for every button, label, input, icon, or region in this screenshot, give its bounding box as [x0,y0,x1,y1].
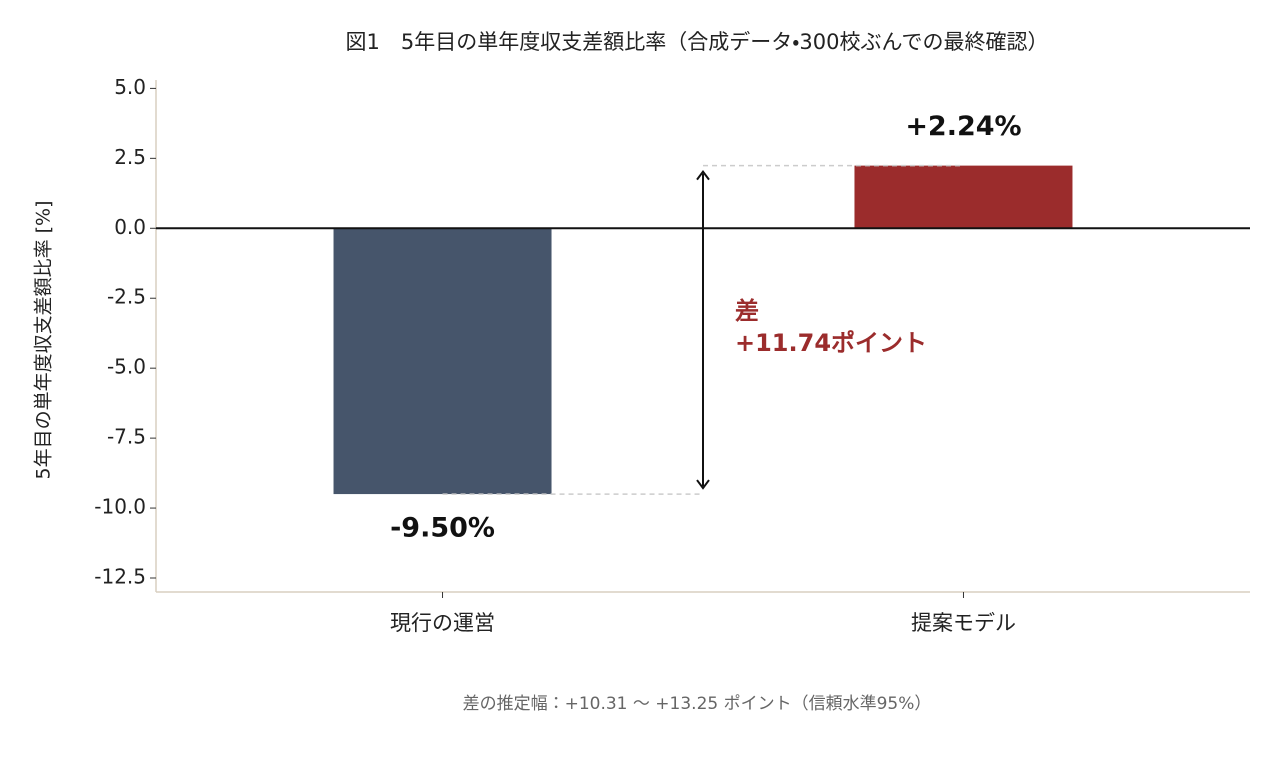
annotation: +11.74ポイント [735,329,927,357]
y-tick-label: 5.0 [114,75,146,99]
y-axis-label: 5年目の単年度収支差額比率 [%] [33,200,55,479]
arrow-head [696,479,710,490]
y-tick-label: -10.0 [94,495,146,519]
footnote: 差の推定幅：+10.31 〜 +13.25 ポイント（信頼水準95%） [463,694,932,714]
x-tick-label: 提案モデル [911,611,1016,635]
arrow-head [696,169,710,181]
chart-title: 図1 5年目の単年度収支差額比率（合成データ・300校ぶんでの最終確認） [346,30,1049,54]
x-tick-label: 現行の運営 [390,611,495,635]
annotation: 差 [735,297,759,325]
value-label: +2.24% [905,111,1021,142]
bar [333,228,552,495]
y-tick-label: -5.0 [107,355,146,379]
y-tick-label: -12.5 [94,565,146,589]
bar [854,165,1073,229]
y-tick-label: 2.5 [114,145,146,169]
y-tick-label: 0.0 [114,215,146,239]
y-tick-label: -7.5 [107,425,146,449]
y-tick-label: -2.5 [107,285,146,309]
value-label: -9.50% [390,513,495,544]
